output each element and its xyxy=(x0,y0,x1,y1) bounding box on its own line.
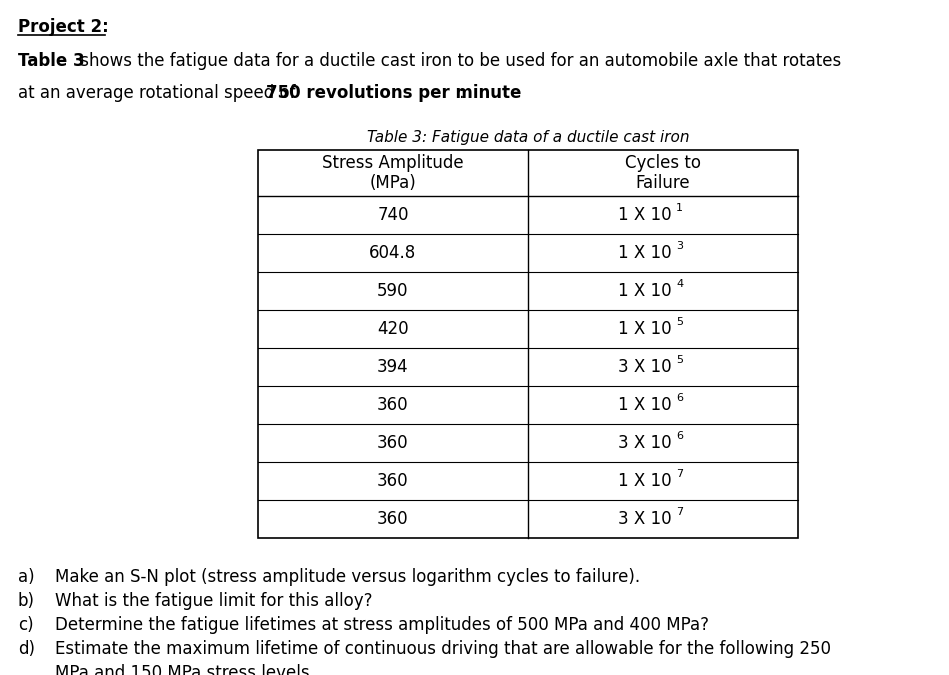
Text: 360: 360 xyxy=(377,396,409,414)
Text: b): b) xyxy=(18,592,35,610)
Text: 360: 360 xyxy=(377,472,409,490)
Text: What is the fatigue limit for this alloy?: What is the fatigue limit for this alloy… xyxy=(55,592,373,610)
Text: 740: 740 xyxy=(378,206,409,224)
Text: Cycles to: Cycles to xyxy=(625,154,701,172)
Text: 1 X 10: 1 X 10 xyxy=(618,396,672,414)
Text: at an average rotational speed of: at an average rotational speed of xyxy=(18,84,301,102)
Text: 750 revolutions per minute: 750 revolutions per minute xyxy=(266,84,521,102)
Text: 590: 590 xyxy=(378,282,409,300)
Text: :: : xyxy=(459,84,465,102)
Text: 3 X 10: 3 X 10 xyxy=(618,358,672,376)
Text: Project 2:: Project 2: xyxy=(18,18,109,36)
Text: 3: 3 xyxy=(676,241,683,251)
Text: c): c) xyxy=(18,616,33,634)
Text: 1 X 10: 1 X 10 xyxy=(618,206,672,224)
Text: Make an S-N plot (stress amplitude versus logarithm cycles to failure).: Make an S-N plot (stress amplitude versu… xyxy=(55,568,641,586)
Text: 1 X 10: 1 X 10 xyxy=(618,282,672,300)
Text: 7: 7 xyxy=(676,469,683,479)
Text: a): a) xyxy=(18,568,34,586)
Text: Table 3: Fatigue data of a ductile cast iron: Table 3: Fatigue data of a ductile cast … xyxy=(366,130,689,145)
Bar xyxy=(258,150,798,538)
Text: Table 3: Table 3 xyxy=(18,52,84,70)
Text: 360: 360 xyxy=(377,510,409,528)
Text: 3 X 10: 3 X 10 xyxy=(618,434,672,452)
Text: 6: 6 xyxy=(676,431,683,441)
Text: 394: 394 xyxy=(377,358,409,376)
Text: 6: 6 xyxy=(676,393,683,403)
Text: 360: 360 xyxy=(377,434,409,452)
Text: 420: 420 xyxy=(377,320,409,338)
Text: 5: 5 xyxy=(676,355,683,365)
Text: (MPa): (MPa) xyxy=(369,174,417,192)
Text: 1 X 10: 1 X 10 xyxy=(618,244,672,262)
Text: 1: 1 xyxy=(676,203,683,213)
Text: 604.8: 604.8 xyxy=(369,244,417,262)
Text: 7: 7 xyxy=(676,507,683,517)
Text: 4: 4 xyxy=(676,279,683,289)
Text: Stress Amplitude: Stress Amplitude xyxy=(323,154,464,172)
Text: MPa and 150 MPa stress levels.: MPa and 150 MPa stress levels. xyxy=(55,664,315,675)
Text: Failure: Failure xyxy=(636,174,690,192)
Text: 5: 5 xyxy=(676,317,683,327)
Text: Estimate the maximum lifetime of continuous driving that are allowable for the f: Estimate the maximum lifetime of continu… xyxy=(55,640,831,658)
Text: shows the fatigue data for a ductile cast iron to be used for an automobile axle: shows the fatigue data for a ductile cas… xyxy=(75,52,841,70)
Text: d): d) xyxy=(18,640,35,658)
Text: 3 X 10: 3 X 10 xyxy=(618,510,672,528)
Text: 1 X 10: 1 X 10 xyxy=(618,320,672,338)
Text: Determine the fatigue lifetimes at stress amplitudes of 500 MPa and 400 MPa?: Determine the fatigue lifetimes at stres… xyxy=(55,616,709,634)
Text: 1 X 10: 1 X 10 xyxy=(618,472,672,490)
